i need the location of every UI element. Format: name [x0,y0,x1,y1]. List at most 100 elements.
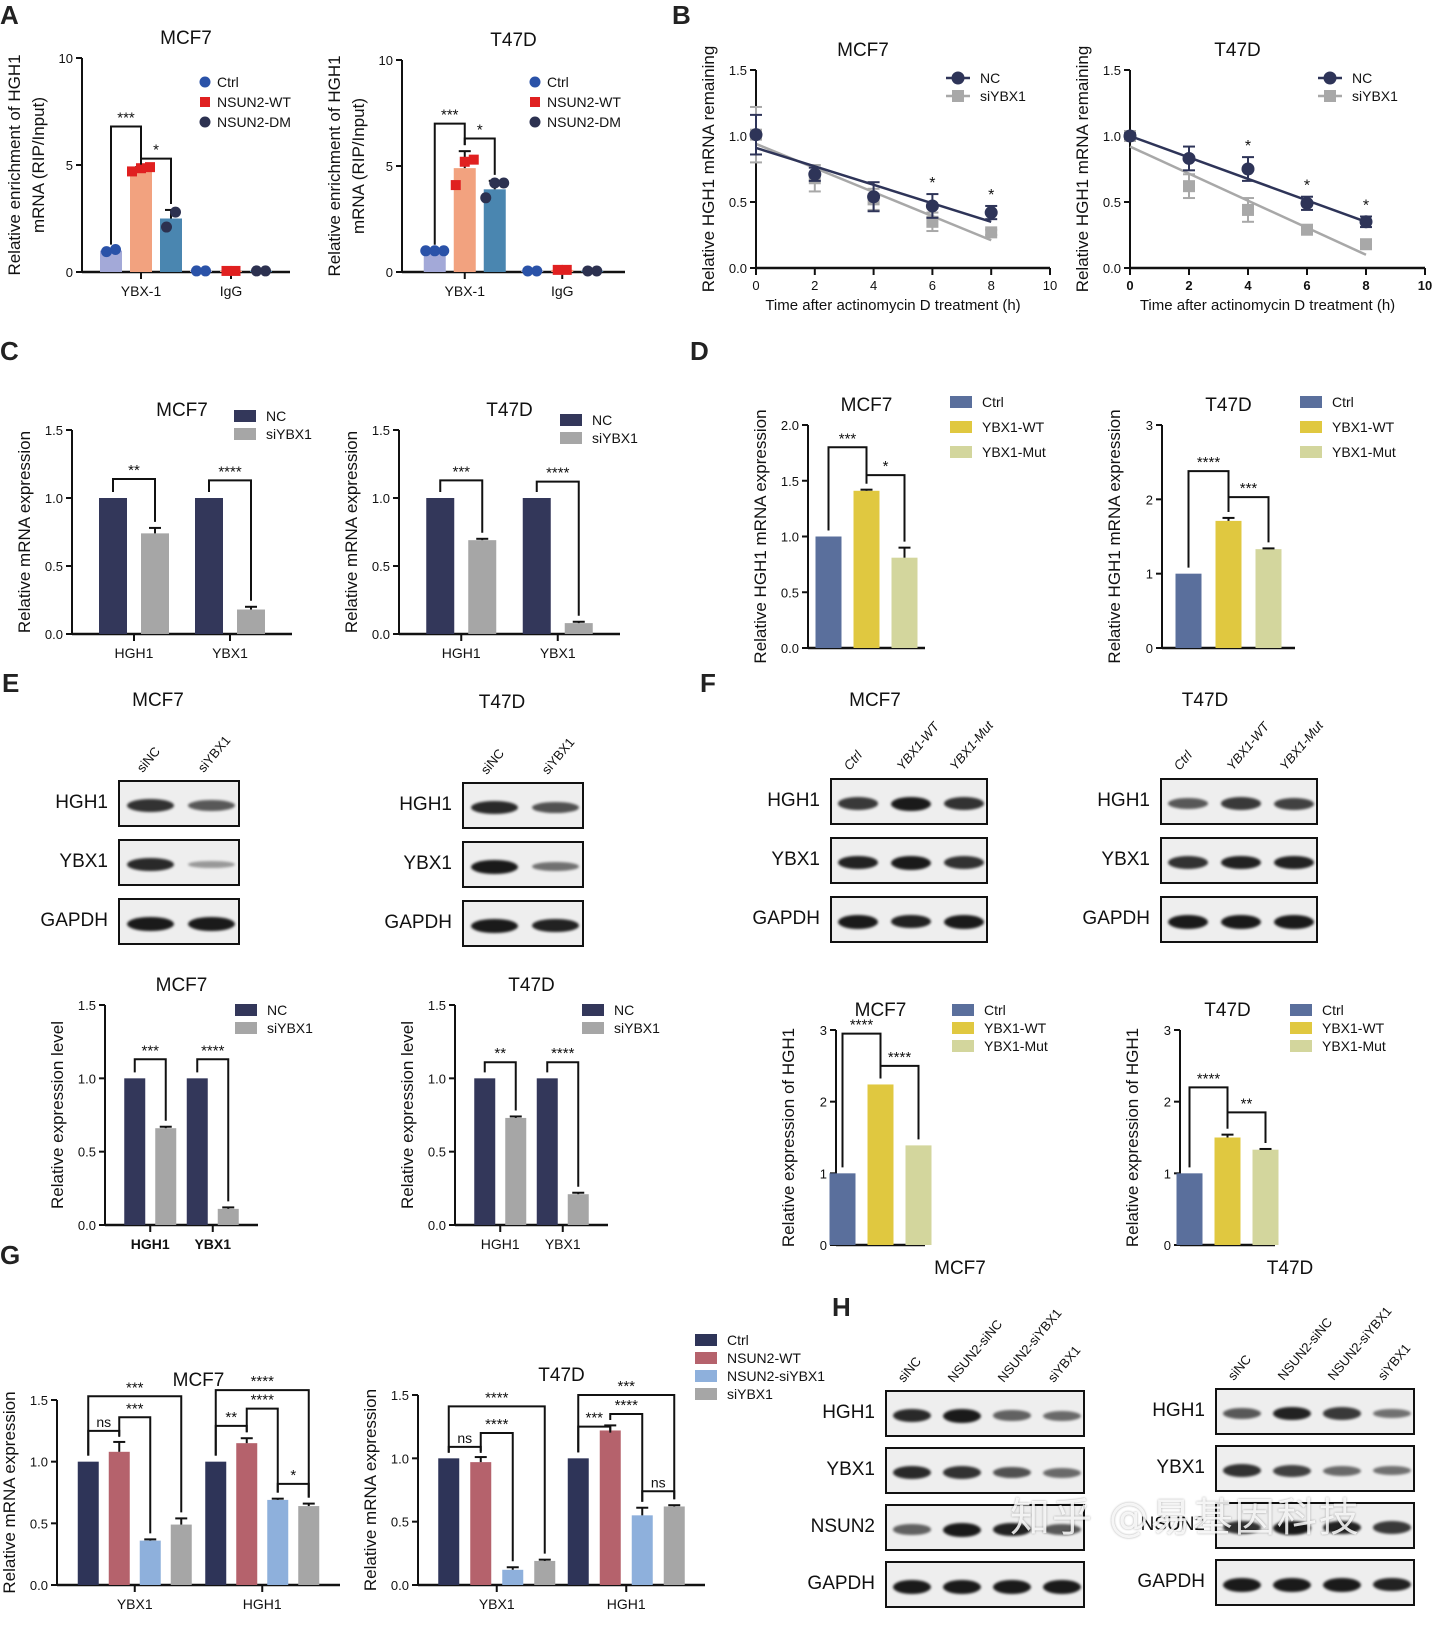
significance-bracket [140,157,172,204]
legend-swatch [560,414,582,426]
protein-band [1168,914,1209,929]
significance-bracket [827,446,868,531]
blot-row-label: NSUN2 [1140,1513,1205,1535]
protein-band [471,918,518,933]
data-point [1301,223,1313,236]
chart-title: T47D [1214,40,1260,61]
bar [438,1458,460,1585]
protein-band [1168,856,1209,869]
legend-label: YBX1-WT [1332,419,1395,435]
legend-label: YBX1-Mut [1332,444,1396,460]
significance-label: ns [651,1474,666,1490]
y-tick-label: 1.5 [78,998,96,1013]
legend-label: siYBX1 [266,426,312,442]
blot-row-label: HGH1 [55,791,108,813]
legend-label: NC [980,70,1000,86]
significance-label: **** [485,1389,509,1406]
y-tick-label: 1.5 [781,474,799,489]
protein-band [943,1408,981,1423]
significance-label: *** [117,109,135,126]
significance-bracket [483,1061,517,1111]
protein-band [1043,1467,1081,1478]
x-tick-label: 10 [1418,278,1432,293]
bar [867,1084,894,1245]
protein-band [893,1579,931,1594]
x-tick-label: 2 [1185,278,1192,293]
legend-swatch [1290,1040,1312,1052]
y-tick-label: 0.5 [1103,195,1121,210]
significance-bracket [879,1064,920,1140]
blot-membrane [1160,896,1318,943]
legend-swatch [235,1022,257,1034]
y-axis-label: Relative enrichment of HGH1 [325,55,344,276]
blot-row-label: GAPDH [807,1572,875,1594]
data-point [1183,180,1195,193]
significance-bracket [447,1445,482,1453]
protein-band [893,1465,931,1480]
y-axis-label: Relative HGH1 mRNA expression [1105,409,1124,663]
y-axis-label: Relative mRNA expression [361,1389,380,1591]
significance-label: * [153,142,159,159]
x-tick-label: YBX1 [117,1596,153,1612]
x-tick-label: 10 [1043,278,1057,293]
blot-membrane [462,900,584,947]
data-point [127,166,137,177]
data-point [200,265,211,277]
bar [564,623,593,634]
protein-band [838,855,879,870]
bar [453,168,476,272]
blot-title: MCF7 [132,690,184,711]
data-point [498,177,510,189]
data-point [420,245,432,257]
x-tick-label: HGH1 [442,645,481,661]
panel-label-g: G [0,1240,21,1270]
blot-row-label: HGH1 [822,1401,875,1423]
chart-title: MCF7 [156,400,208,421]
legend-label: siYBX1 [592,430,638,446]
blot-row-label: HGH1 [399,793,452,815]
y-axis-label: mRNA (RIP/Input) [29,97,48,233]
chart-a-mcf7: MCF7 0 5 10 Relative enrichment of HGH1 mRNA … [5,28,291,299]
y-tick-label: 1.5 [30,1393,48,1408]
blot-membrane [885,1561,1085,1608]
bar [1255,549,1282,648]
data-point [438,245,450,257]
significance-label: ** [225,1409,237,1426]
bar [139,1540,161,1585]
legend-label: NC [1352,70,1372,86]
data-point [561,264,572,275]
legend-label: NSUN2-WT [727,1350,801,1366]
chart-e-mcf7: MCF7 0.0 0.5 1.0 1.5 Relative expression leve… [48,975,313,1252]
x-tick-label: 8 [988,278,995,293]
significance-label: **** [1197,1070,1221,1087]
panel-label-d: D [690,336,709,366]
blot-row-label: YBX1 [403,852,452,874]
legend-swatch [1300,421,1322,433]
y-tick-label: 5 [386,159,393,174]
legend-label: NC [267,1002,287,1018]
protein-band [1273,797,1314,810]
protein-band [188,860,235,869]
y-tick-label: 2.0 [781,418,799,433]
x-tick-label: 4 [870,278,877,293]
significance-bracket [535,480,580,616]
protein-band [1273,914,1314,929]
significance-bracket [1227,496,1270,543]
y-axis-label: Relative HGH1 mRNA remaining [1073,46,1092,293]
x-tick-label: YBX1 [212,645,248,661]
chart-a-t47d: T47D 0 5 10 Relative enrichment of HGH1 mRNA … [325,30,625,299]
protein-band [1273,1406,1311,1421]
significance-bracket [196,1058,230,1202]
y-tick-label: 1.0 [78,1071,96,1086]
x-tick-label: YBX1 [545,1236,581,1252]
legend-swatch [695,1352,717,1364]
y-tick-label: 0 [1146,641,1153,656]
y-tick-label: 0.5 [391,1515,409,1530]
x-tick-label: 6 [929,278,936,293]
legend-label: Ctrl [982,394,1004,410]
significance-label: *** [617,1378,635,1395]
y-tick-label: 1.5 [1103,63,1121,78]
data-point [591,265,603,277]
bar [502,1569,524,1585]
blot-row-label: NSUN2 [810,1515,875,1537]
